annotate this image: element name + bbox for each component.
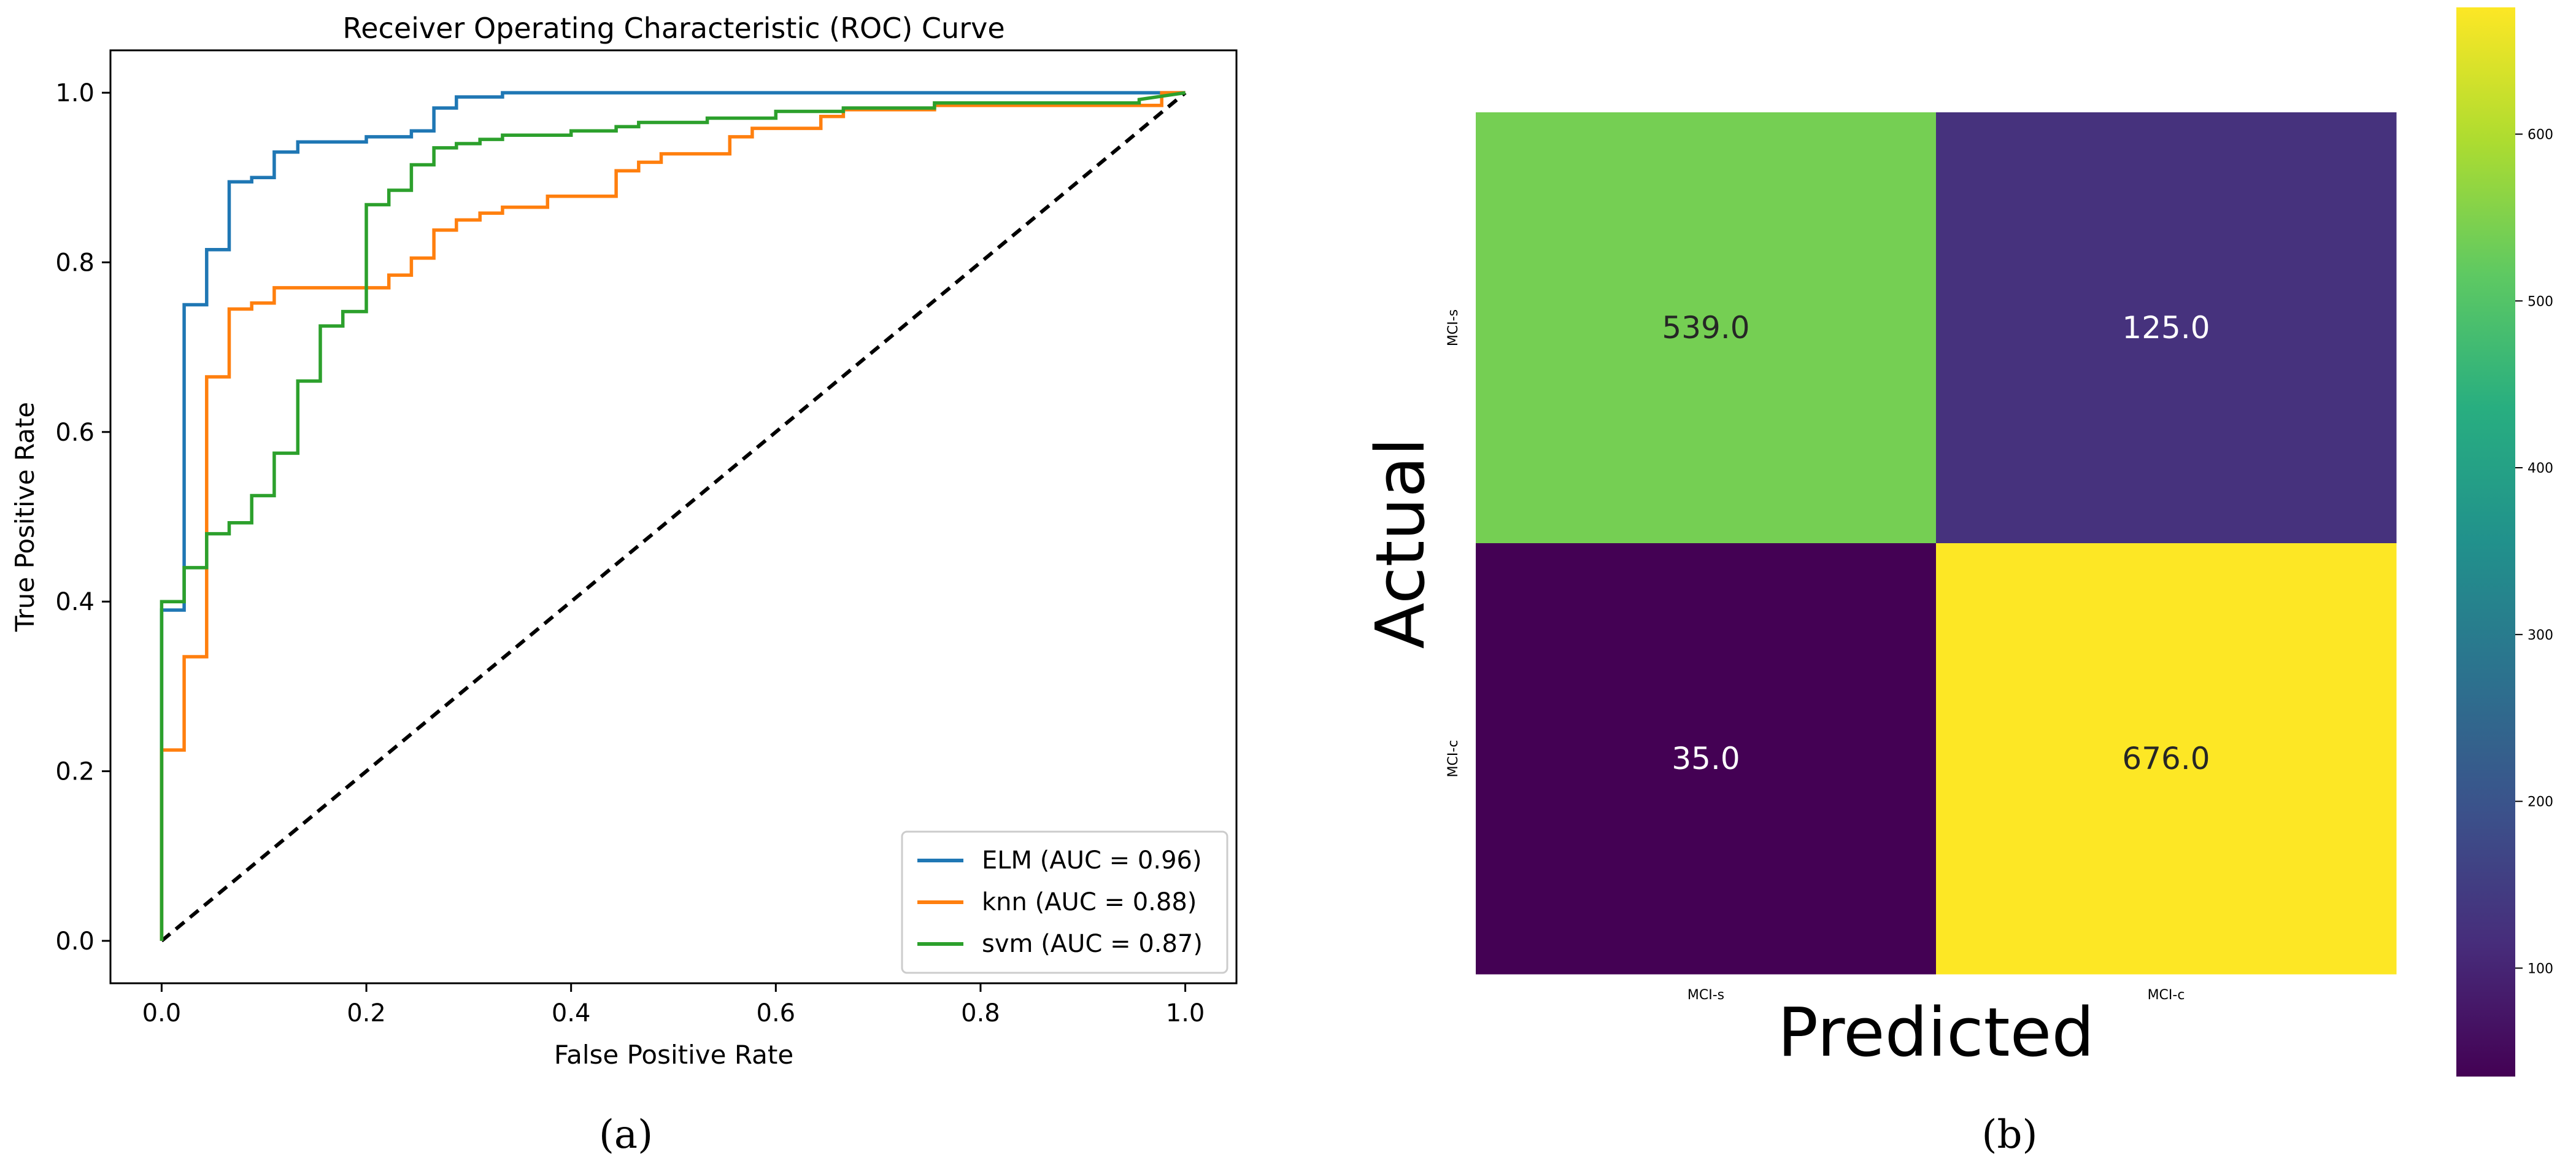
- roc-x-tick-label: 0.6: [757, 999, 796, 1027]
- roc-chance-line: [160, 91, 1187, 943]
- cm-cell-value: 539.0: [1662, 310, 1749, 346]
- cm-ylabel: Actual: [1361, 438, 1440, 649]
- roc-x-tick-label: 0.0: [142, 999, 182, 1027]
- cm-xlabel: Predicted: [1778, 993, 2094, 1072]
- cm-col-label-mci-c: MCI-c: [2148, 988, 2185, 1003]
- colorbar-tick-label: 500: [2528, 294, 2553, 309]
- cm-row-label-mci-s: MCI-s: [1446, 309, 1461, 346]
- roc-x-tick-label: 0.2: [347, 999, 386, 1027]
- colorbar-ticks: 100 200 300 400 500 600: [2515, 128, 2553, 977]
- colorbar-tick-label: 100: [2528, 961, 2553, 977]
- roc-y-tick-label: 0.4: [55, 588, 94, 616]
- colorbar-tick-label: 200: [2528, 795, 2553, 810]
- legend-box: [901, 830, 1228, 974]
- colorbar-gradient: [2456, 7, 2515, 1077]
- roc-y-tick-label: 0.0: [55, 927, 94, 956]
- roc-x-tick-label: 0.4: [552, 999, 591, 1027]
- cm-col-label-mci-s: MCI-s: [1687, 988, 1724, 1003]
- cm-cell-value: 676.0: [2122, 741, 2210, 776]
- cm-cell-value: 125.0: [2122, 310, 2210, 346]
- colorbar-tick-label: 300: [2528, 628, 2553, 643]
- cm-cell: [1476, 543, 1937, 975]
- roc-x-tick-label: 1.0: [1166, 999, 1205, 1027]
- roc-legend: ELM (AUC = 0.96) knn (AUC = 0.88) svm (A…: [901, 830, 1228, 974]
- legend-elm-label: ELM (AUC = 0.96): [982, 846, 1202, 875]
- roc-y-tick-label: 0.6: [55, 419, 94, 447]
- roc-line-elm: [160, 91, 1186, 941]
- panel-label-b: (b): [1982, 1112, 2038, 1158]
- roc-y-tick-label: 0.8: [55, 249, 94, 277]
- cm-cell: [1936, 543, 2397, 975]
- roc-y-tick-label: 1.0: [55, 79, 94, 107]
- roc-ylabel: True Positive Rate: [10, 402, 40, 632]
- roc-line-knn: [160, 91, 1186, 941]
- roc-series: [160, 91, 1187, 943]
- colorbar-tick-label: 600: [2528, 128, 2553, 143]
- cm-cell: [1936, 112, 2397, 544]
- cm-cells: 539.0 125.0 35.0 676.0: [1476, 112, 2397, 975]
- panel-label-a: (a): [599, 1112, 653, 1158]
- roc-x-axis: 0.0 0.2 0.4 0.6 0.8 1.0: [142, 983, 1205, 1027]
- roc-line-svm: [160, 91, 1186, 941]
- roc-x-tick-label: 0.8: [961, 999, 1000, 1027]
- cm-row-label-mci-c: MCI-c: [1446, 740, 1461, 778]
- cm-cell: [1476, 112, 1937, 544]
- roc-xlabel: False Positive Rate: [554, 1040, 793, 1070]
- roc-y-tick-label: 0.2: [55, 758, 94, 786]
- colorbar-tick-label: 400: [2528, 461, 2553, 476]
- roc-title: Receiver Operating Characteristic (ROC) …: [342, 12, 1005, 45]
- roc-y-axis: 0.0 0.2 0.4 0.6 0.8 1.0: [55, 79, 110, 956]
- legend-svm-label: svm (AUC = 0.87): [982, 930, 1203, 958]
- cm-cell-value: 35.0: [1672, 741, 1740, 776]
- confusion-matrix: 539.0 125.0 35.0 676.0 MCI-s MCI-c MCI-s MC…: [1361, 7, 2553, 1158]
- legend-knn-label: knn (AUC = 0.88): [982, 888, 1197, 916]
- roc-chart: Receiver Operating Characteristic (ROC) …: [10, 12, 1238, 1158]
- colorbar: 100 200 300 400 500 600: [2456, 7, 2553, 1077]
